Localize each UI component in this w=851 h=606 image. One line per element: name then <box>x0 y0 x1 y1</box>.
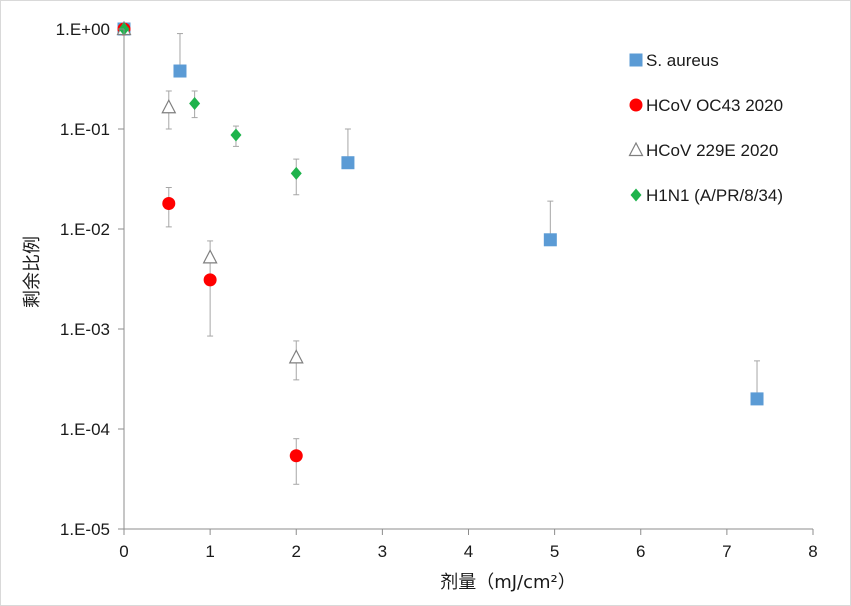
data-point <box>162 196 176 210</box>
x-tick-label: 4 <box>464 542 473 561</box>
legend-marker <box>629 53 643 67</box>
x-tick-label: 8 <box>808 542 817 561</box>
data-point <box>203 273 217 287</box>
x-tick-label: 5 <box>550 542 559 561</box>
legend-label: H1N1 (A/PR/8/34) <box>646 186 783 205</box>
x-tick-label: 1 <box>205 542 214 561</box>
y-tick-label: 1.E-04 <box>60 420 110 439</box>
legend-marker <box>630 188 642 202</box>
data-point <box>341 156 355 170</box>
data-point <box>161 98 177 114</box>
legend-marker <box>629 98 643 112</box>
data-point <box>230 128 242 142</box>
data-point <box>289 449 303 463</box>
x-tick-label: 7 <box>722 542 731 561</box>
x-tick-label: 0 <box>119 542 128 561</box>
legend-label: HCoV OC43 2020 <box>646 96 783 115</box>
y-axis-ticks: 1.E-05 1.E-04 1.E-03 1.E-02 1.E-01 1.E+00 <box>56 20 124 539</box>
y-tick-label: 1.E-05 <box>60 520 110 539</box>
x-tick-label: 2 <box>292 542 301 561</box>
data-point <box>288 349 304 364</box>
y-tick-label: 1.E-01 <box>60 120 110 139</box>
y-tick-label: 1.E-03 <box>60 320 110 339</box>
data-point <box>173 64 187 78</box>
x-tick-label: 6 <box>636 542 645 561</box>
data-point <box>202 249 218 264</box>
y-tick-label: 1.E+00 <box>56 20 110 39</box>
data-point <box>189 96 201 110</box>
data-markers <box>116 20 764 463</box>
x-axis-ticks: 0 1 2 3 4 5 6 7 8 <box>119 529 818 561</box>
x-axis-title: 剂量（mJ/cm²） <box>440 572 576 593</box>
legend-label: HCoV 229E 2020 <box>646 141 778 160</box>
data-point <box>750 392 764 406</box>
x-tick-label: 3 <box>378 542 387 561</box>
legend-marker <box>628 141 644 157</box>
data-point <box>290 166 302 180</box>
y-tick-label: 1.E-02 <box>60 220 110 239</box>
legend: S. aureus HCoV OC43 2020 HCoV 229E 2020 H1N… <box>628 51 783 205</box>
y-axis-title: 剩余比例 <box>22 236 43 308</box>
legend-label: S. aureus <box>646 51 719 70</box>
data-point <box>543 233 557 247</box>
